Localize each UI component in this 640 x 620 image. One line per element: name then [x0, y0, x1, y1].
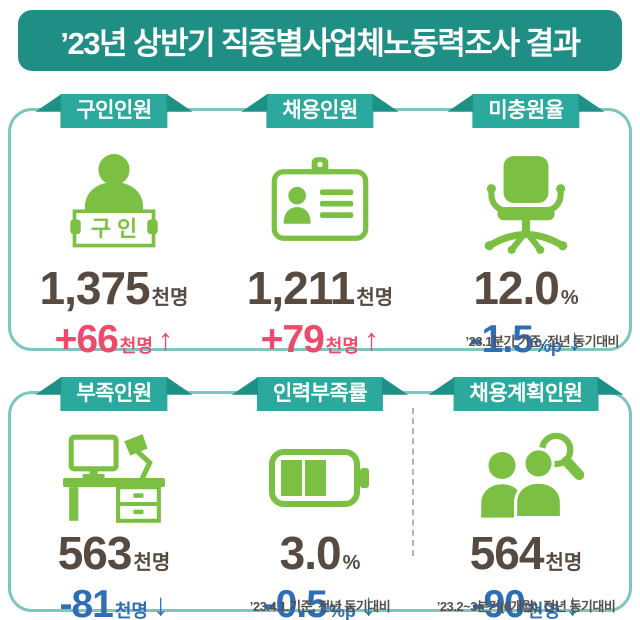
shortage-value: 563 천명: [57, 527, 171, 579]
battery-icon: [268, 430, 372, 526]
dashed-separator: [412, 408, 415, 556]
shortage-change: -81 천명 ↓: [59, 583, 169, 620]
panel-job-openings-label: 구인인원: [60, 94, 168, 129]
unfilled-rate-change: -1.5 %p ↓: [469, 318, 583, 361]
panel-hires-label: 채용인원: [266, 94, 374, 129]
desk-icon: [61, 430, 167, 526]
planned-hires-value: 564 천명: [469, 527, 583, 579]
page-title-text: ’23년 상반기 직종별사업체노동력조사 결과: [60, 26, 581, 61]
page-title: ’23년 상반기 직종별사업체노동력조사 결과: [18, 10, 622, 71]
row-bottom-group: 부족인원 563 천명 -81 천명 ↓: [8, 377, 632, 620]
panel-planned-hires: 채용계획인원 564 천명 -90 천명 ↓ ’23.2~3분기(6개월), 전…: [423, 377, 629, 620]
panel-hires: 채용인원 1,211 천명 +79 천명 ↑: [217, 94, 423, 361]
down-arrow-icon: ↓: [153, 587, 169, 620]
person-sign-icon-text: 구 인: [91, 216, 137, 241]
up-arrow-icon: ↑: [363, 322, 380, 357]
panel-shortage: 부족인원 563 천명 -81 천명 ↓: [11, 377, 217, 620]
job-openings-change: +66 천명 ↑: [54, 318, 174, 361]
down-arrow-icon: ↓: [360, 587, 377, 620]
shortage-rate-change: -0.5 %p ↓: [263, 583, 377, 620]
panel-job-openings: 구인인원 구 인 1,375 천명 +66 천명 ↑: [11, 94, 217, 361]
people-search-icon: [468, 430, 584, 526]
job-openings-value: 1,375 천명: [39, 262, 189, 314]
hires-change: +79 천명 ↑: [260, 318, 380, 361]
shortage-rate-footnote: ’23.4.1.기준, 전년 동기대비: [249, 599, 391, 614]
id-badge-icon: [266, 149, 374, 261]
unfilled-rate-value: 12.0 %: [473, 262, 579, 314]
panel-unfilled-rate: 미충원율 12.0 % -1.5: [423, 94, 629, 361]
panel-shortage-rate: 인력부족률 3.0 % -0.5 %p ↓ ’23.4.1.기준, 전년 동기대…: [217, 377, 423, 620]
panel-shortage-rate-label: 인력부족률: [256, 377, 384, 412]
planned-hires-change: -90 천명 ↓: [471, 583, 581, 620]
office-chair-icon: [477, 149, 575, 261]
down-arrow-icon: ↓: [565, 587, 581, 620]
down-arrow-icon: ↓: [566, 322, 583, 357]
up-arrow-icon: ↑: [157, 322, 174, 357]
person-sign-icon: 구 인: [64, 149, 164, 261]
panel-shortage-label: 부족인원: [60, 377, 168, 412]
hires-value: 1,211 천명: [246, 262, 394, 314]
row-top-group: 구인인원 구 인 1,375 천명 +66 천명 ↑ 채용인원: [8, 94, 632, 359]
planned-hires-footnote: ’23.2~3분기(6개월), 전년 동기대비: [436, 599, 616, 614]
panel-unfilled-rate-label: 미충원율: [472, 94, 580, 129]
panel-planned-hires-label: 채용계획인원: [453, 377, 599, 412]
unfilled-rate-footnote: ’23.1분기 기준, 전년 동기대비: [465, 334, 620, 349]
shortage-rate-value: 3.0 %: [279, 527, 361, 579]
